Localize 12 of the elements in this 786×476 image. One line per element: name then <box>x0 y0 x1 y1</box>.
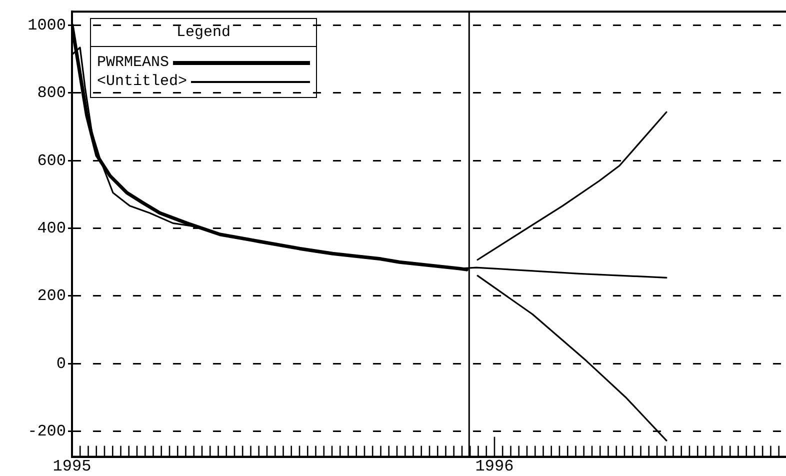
y-tick-label: 0 <box>56 354 66 373</box>
y-tick-label: 800 <box>37 84 66 102</box>
y-tick-label: 1000 <box>28 16 66 34</box>
y-tick-label: 600 <box>37 152 66 170</box>
legend-title: Legend <box>91 19 316 47</box>
series-label: PWRMEANS <box>97 54 170 71</box>
y-tick-label: -200 <box>28 422 66 441</box>
x-tick-label: 1995 <box>52 458 92 476</box>
x-tick-label: 1996 <box>475 458 514 476</box>
y-tick-label: 400 <box>37 220 66 238</box>
y-tick-label: 200 <box>37 287 66 306</box>
series-label: <Untitled> <box>97 73 188 90</box>
